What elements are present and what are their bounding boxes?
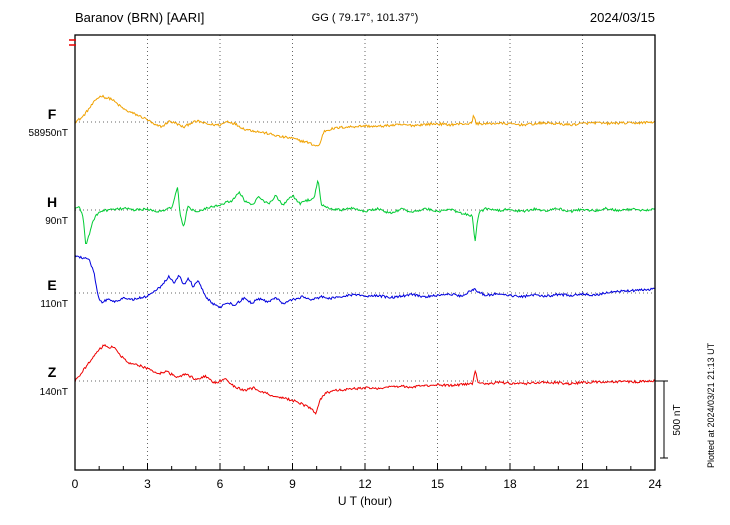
x-tick-label: 3 xyxy=(144,477,151,491)
plotted-at-note: Plotted at 2024/03/21 21:13 UT xyxy=(706,342,716,468)
scale-bar: 500 nT xyxy=(655,380,683,459)
axis-tick-labels: 0 3 6 9 12 15 18 21 24 xyxy=(72,477,662,491)
trace-Z xyxy=(75,344,655,415)
x-tick-label: 24 xyxy=(648,477,662,491)
station-title: Baranov (BRN) [AARI] xyxy=(75,10,204,25)
x-tick-label: 0 xyxy=(72,477,79,491)
series-label-f: F xyxy=(48,106,57,122)
plot-border xyxy=(74,34,656,471)
x-tick-label: 6 xyxy=(217,477,224,491)
scale-bar-label: 500 nT xyxy=(672,404,683,435)
x-tick-label: 12 xyxy=(358,477,372,491)
series-baseline-e: 110nT xyxy=(40,299,68,310)
geographic-coordinates: GG ( 79.17°, 101.37°) xyxy=(312,12,419,24)
trace-E xyxy=(75,254,655,309)
series-label-e: E xyxy=(47,277,56,293)
series-baseline-h: 90nT xyxy=(45,216,68,227)
x-axis-label: U T (hour) xyxy=(338,494,392,508)
x-tick-label: 15 xyxy=(431,477,445,491)
gridlines xyxy=(75,35,655,470)
trace-H xyxy=(75,179,655,244)
series-label-h: H xyxy=(47,194,57,210)
x-tick-label: 9 xyxy=(289,477,296,491)
series-baseline-z: 140nT xyxy=(40,387,68,398)
plot-date: 2024/03/15 xyxy=(590,10,655,25)
left-axis-markers xyxy=(69,39,76,46)
series-baseline-f: 58950nT xyxy=(29,128,68,139)
axis-ticks xyxy=(74,463,656,470)
series-label-z: Z xyxy=(48,364,57,380)
traces xyxy=(75,94,655,415)
x-tick-label: 18 xyxy=(503,477,517,491)
x-tick-label: 21 xyxy=(576,477,590,491)
trace-F xyxy=(75,94,655,147)
